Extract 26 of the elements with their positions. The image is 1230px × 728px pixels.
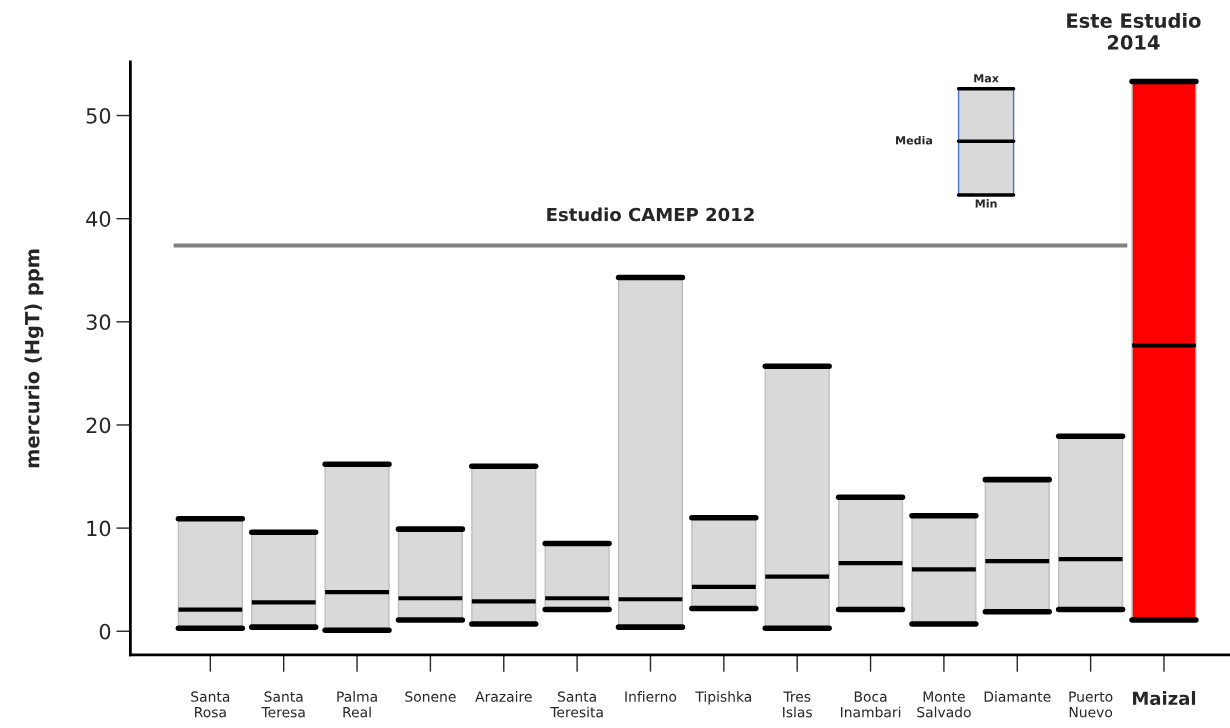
y-tick-label: 0 [99, 623, 111, 640]
x-tick-label: Santa Teresita [550, 691, 603, 718]
x-tick-label: Infierno [625, 691, 677, 702]
text: Este Estudio 2014 [1067, 12, 1201, 50]
x-tick-label: Tres Islas [783, 691, 812, 718]
annotation: Media [896, 135, 933, 145]
ref-line-label: Estudio CAMEP 2012 [547, 207, 754, 222]
annotation: Min [975, 199, 997, 208]
x-tick-label: Arazaire [475, 691, 532, 702]
x-tick-label: Santa Rosa [191, 691, 230, 718]
y-tick-label: 10 [87, 520, 111, 537]
y-tick-label: 50 [86, 107, 111, 124]
x-tick-label: Santa Teresa [261, 691, 305, 718]
x-tick-label: Sonene [405, 691, 456, 702]
y-tick-label: 30 [86, 314, 111, 331]
y-tick-label: 40 [86, 211, 111, 227]
x-tick-label: Diamante [984, 691, 1051, 702]
x-tick-label: Maizal [1133, 691, 1196, 706]
y-tick-label: 20 [86, 417, 111, 434]
x-tick-label: Puerto Nuevo [1069, 691, 1113, 718]
x-tick-label: Palma Real [337, 691, 377, 718]
x-tick-label: Monte Salvado [917, 691, 971, 718]
x-tick-label: Tipishka [695, 691, 752, 705]
y-axis-title: mercurio (HgT) ppm [24, 249, 44, 468]
x-tick-label: Boca Inambari [841, 691, 901, 718]
annotation: Max [974, 74, 999, 83]
